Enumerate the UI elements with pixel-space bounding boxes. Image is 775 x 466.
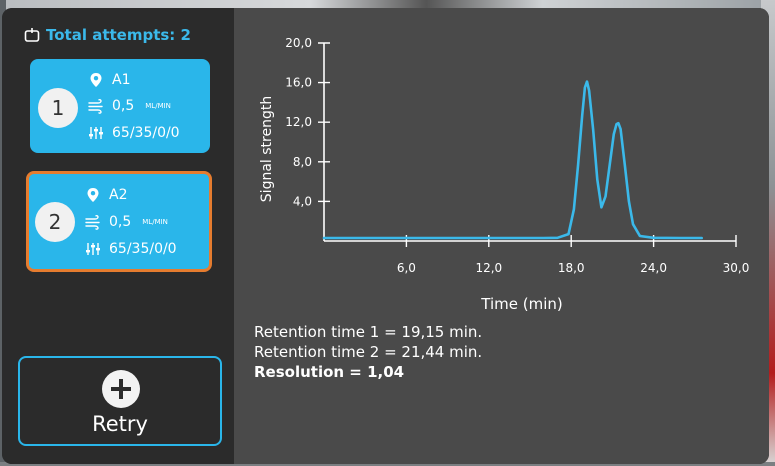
attempts-sidebar: Total attempts: 2 1 A1 0,5 ML/MIN [2,8,234,464]
plus-icon [102,370,140,408]
x-tick-label: 24,0 [640,261,667,275]
attempt-composition-row: 65/35/0/0 [85,239,177,259]
chart-axes [323,43,736,242]
sliders-icon [89,127,103,139]
retention-time-2: Retention time 2 = 21,44 min. [254,343,483,361]
attempt-number: 1 [38,88,78,128]
background-scene-bottom [0,462,775,466]
attempt-card-1[interactable]: 1 A1 0,5 ML/MIN [30,59,210,153]
flow-rate-icon [88,99,103,114]
attempt-location-row: A1 [88,70,130,90]
attempt-location: A2 [109,187,128,203]
attempt-location-row: A2 [85,185,127,205]
flow-rate-icon [85,215,100,230]
location-pin-icon [87,188,99,202]
sliders-icon [86,243,100,255]
x-tick-label: 12,0 [475,261,502,275]
y-tick-label: 20,0 [285,36,312,50]
x-tick-label: 18,0 [558,261,585,275]
attempts-header: Total attempts: 2 [24,25,191,45]
attempts-icon [24,28,40,42]
resolution-value: Resolution = 1,04 [254,363,405,381]
x-tick-label: 6,0 [397,261,416,275]
attempt-flow-value: 0,5 [109,214,132,230]
results-panel: Total attempts: 2 1 A1 0,5 ML/MIN [2,8,769,464]
location-pin-icon [90,73,102,87]
attempt-flow-unit: ML/MIN [142,218,168,226]
chart-area: 6,0 12,0 18,0 24,0 30,0 4,0 8,0 12,0 16,0 20,0 Ti… [234,8,769,464]
attempt-composition: 65/35/0/0 [109,241,177,257]
attempt-card-2[interactable]: 2 A2 0,5 ML/MIN [26,171,212,272]
attempt-flow-row: 0,5 ML/MIN [85,212,168,232]
retry-button[interactable]: Retry [18,356,222,446]
retry-label: Retry [92,412,148,436]
attempt-composition: 65/35/0/0 [112,125,180,141]
attempt-location: A1 [112,72,131,88]
y-tick-label: 12,0 [285,115,312,129]
results-text: Retention time 1 = 19,15 min. Retention … [254,322,482,382]
attempt-flow-unit: ML/MIN [145,102,171,110]
x-tick-label: 30,0 [723,261,750,275]
attempt-composition-row: 65/35/0/0 [88,123,180,143]
attempt-flow-value: 0,5 [112,98,135,114]
total-attempts-label: Total attempts: 2 [46,26,191,44]
y-tick-label: 16,0 [285,76,312,90]
background-scene-top [0,0,775,10]
chromatogram-chart: 6,0 12,0 18,0 24,0 30,0 4,0 8,0 12,0 16,0 20,0 Ti… [259,36,750,313]
retention-time-1: Retention time 1 = 19,15 min. [254,323,483,341]
x-axis-label: Time (min) [480,295,562,313]
signal-series-line [322,80,703,240]
y-tick-label: 4,0 [293,194,312,208]
y-tick-label: 8,0 [293,155,312,169]
attempt-flow-row: 0,5 ML/MIN [88,96,171,116]
y-axis-label: Signal strength [259,96,275,202]
attempt-number: 2 [35,202,75,242]
